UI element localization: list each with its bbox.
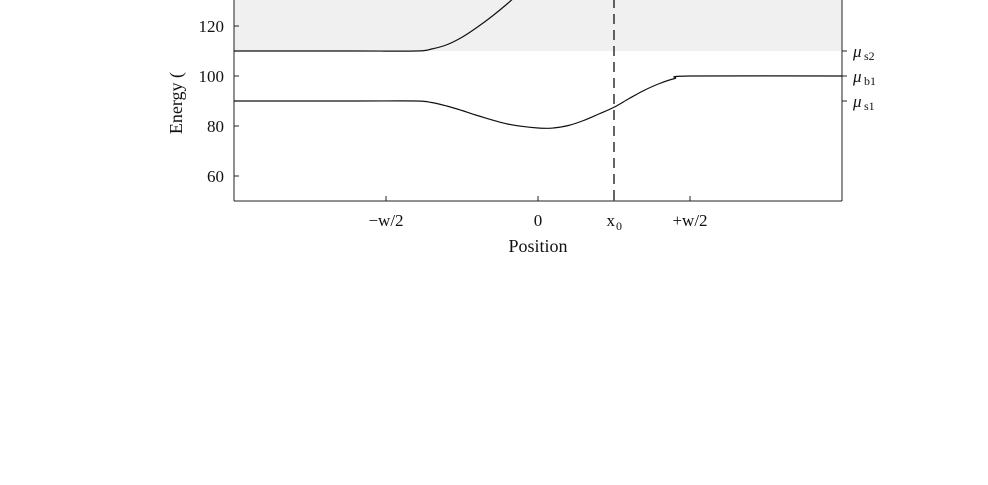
y-tick-label: 80 <box>207 117 224 136</box>
x-axis-title: Position <box>508 236 567 256</box>
y-axis-title: Energy ( <box>166 72 187 134</box>
x-tick-label: x <box>607 211 616 230</box>
series-line-0 <box>234 0 513 52</box>
y-tick-label: 100 <box>199 67 225 86</box>
x-tick-label: 0 <box>534 211 543 230</box>
right-label-s1: μ <box>852 92 862 111</box>
y-tick-label: 120 <box>199 17 225 36</box>
shaded-region <box>234 0 842 51</box>
right-label-sub-b1: b1 <box>864 74 876 88</box>
y-tick-label: 60 <box>207 167 224 186</box>
right-label-sub-s1: s1 <box>864 99 875 113</box>
series-line-1 <box>233 75 843 130</box>
right-label-b1: μ <box>852 67 862 86</box>
x0-subscript: 0 <box>616 219 622 233</box>
right-label-s2: μ <box>852 42 862 61</box>
right-label-sub-s2: s2 <box>864 49 875 63</box>
x-tick-label: +w/2 <box>672 211 707 230</box>
x-tick-label: −w/2 <box>368 211 403 230</box>
